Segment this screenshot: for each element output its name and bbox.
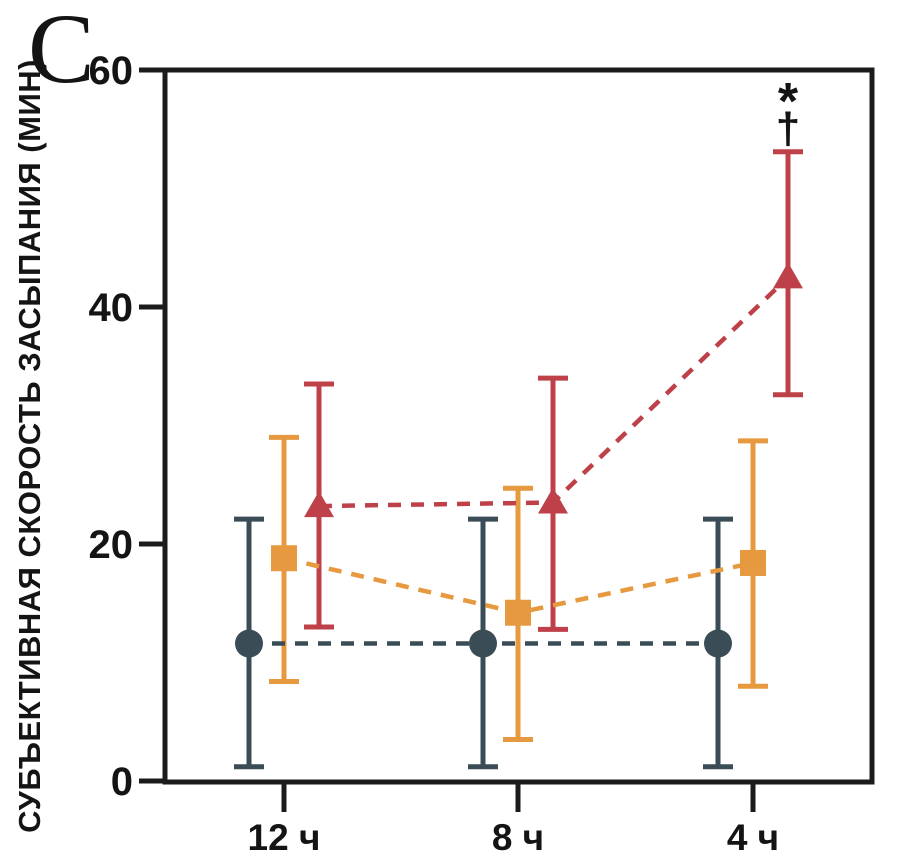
y-tick-label: 0 bbox=[111, 760, 133, 804]
significance-star: * bbox=[778, 73, 799, 131]
y-axis-label: СУБЪЕКТИВНАЯ СКОРОСТЬ ЗАСЫПАНИЯ (МИН) bbox=[12, 59, 47, 833]
circle-marker bbox=[235, 629, 263, 658]
circle-marker bbox=[704, 629, 732, 658]
x-tick-label: 12 ч bbox=[248, 817, 321, 858]
square-marker bbox=[740, 549, 766, 576]
triangle-marker bbox=[773, 262, 803, 289]
triangle-marker bbox=[304, 491, 334, 518]
panel-label: C bbox=[28, 0, 95, 104]
y-tick-label: 20 bbox=[89, 523, 134, 567]
square-marker bbox=[271, 545, 297, 572]
square-marker bbox=[505, 599, 531, 626]
x-tick-label: 4 ч bbox=[727, 817, 779, 858]
x-tick-label: 8 ч bbox=[492, 817, 544, 858]
y-tick-label: 40 bbox=[89, 286, 134, 330]
y-tick-label: 60 bbox=[89, 49, 134, 93]
triangle-marker bbox=[538, 487, 568, 514]
circle-marker bbox=[469, 629, 497, 658]
significance-dagger: † bbox=[776, 104, 800, 153]
